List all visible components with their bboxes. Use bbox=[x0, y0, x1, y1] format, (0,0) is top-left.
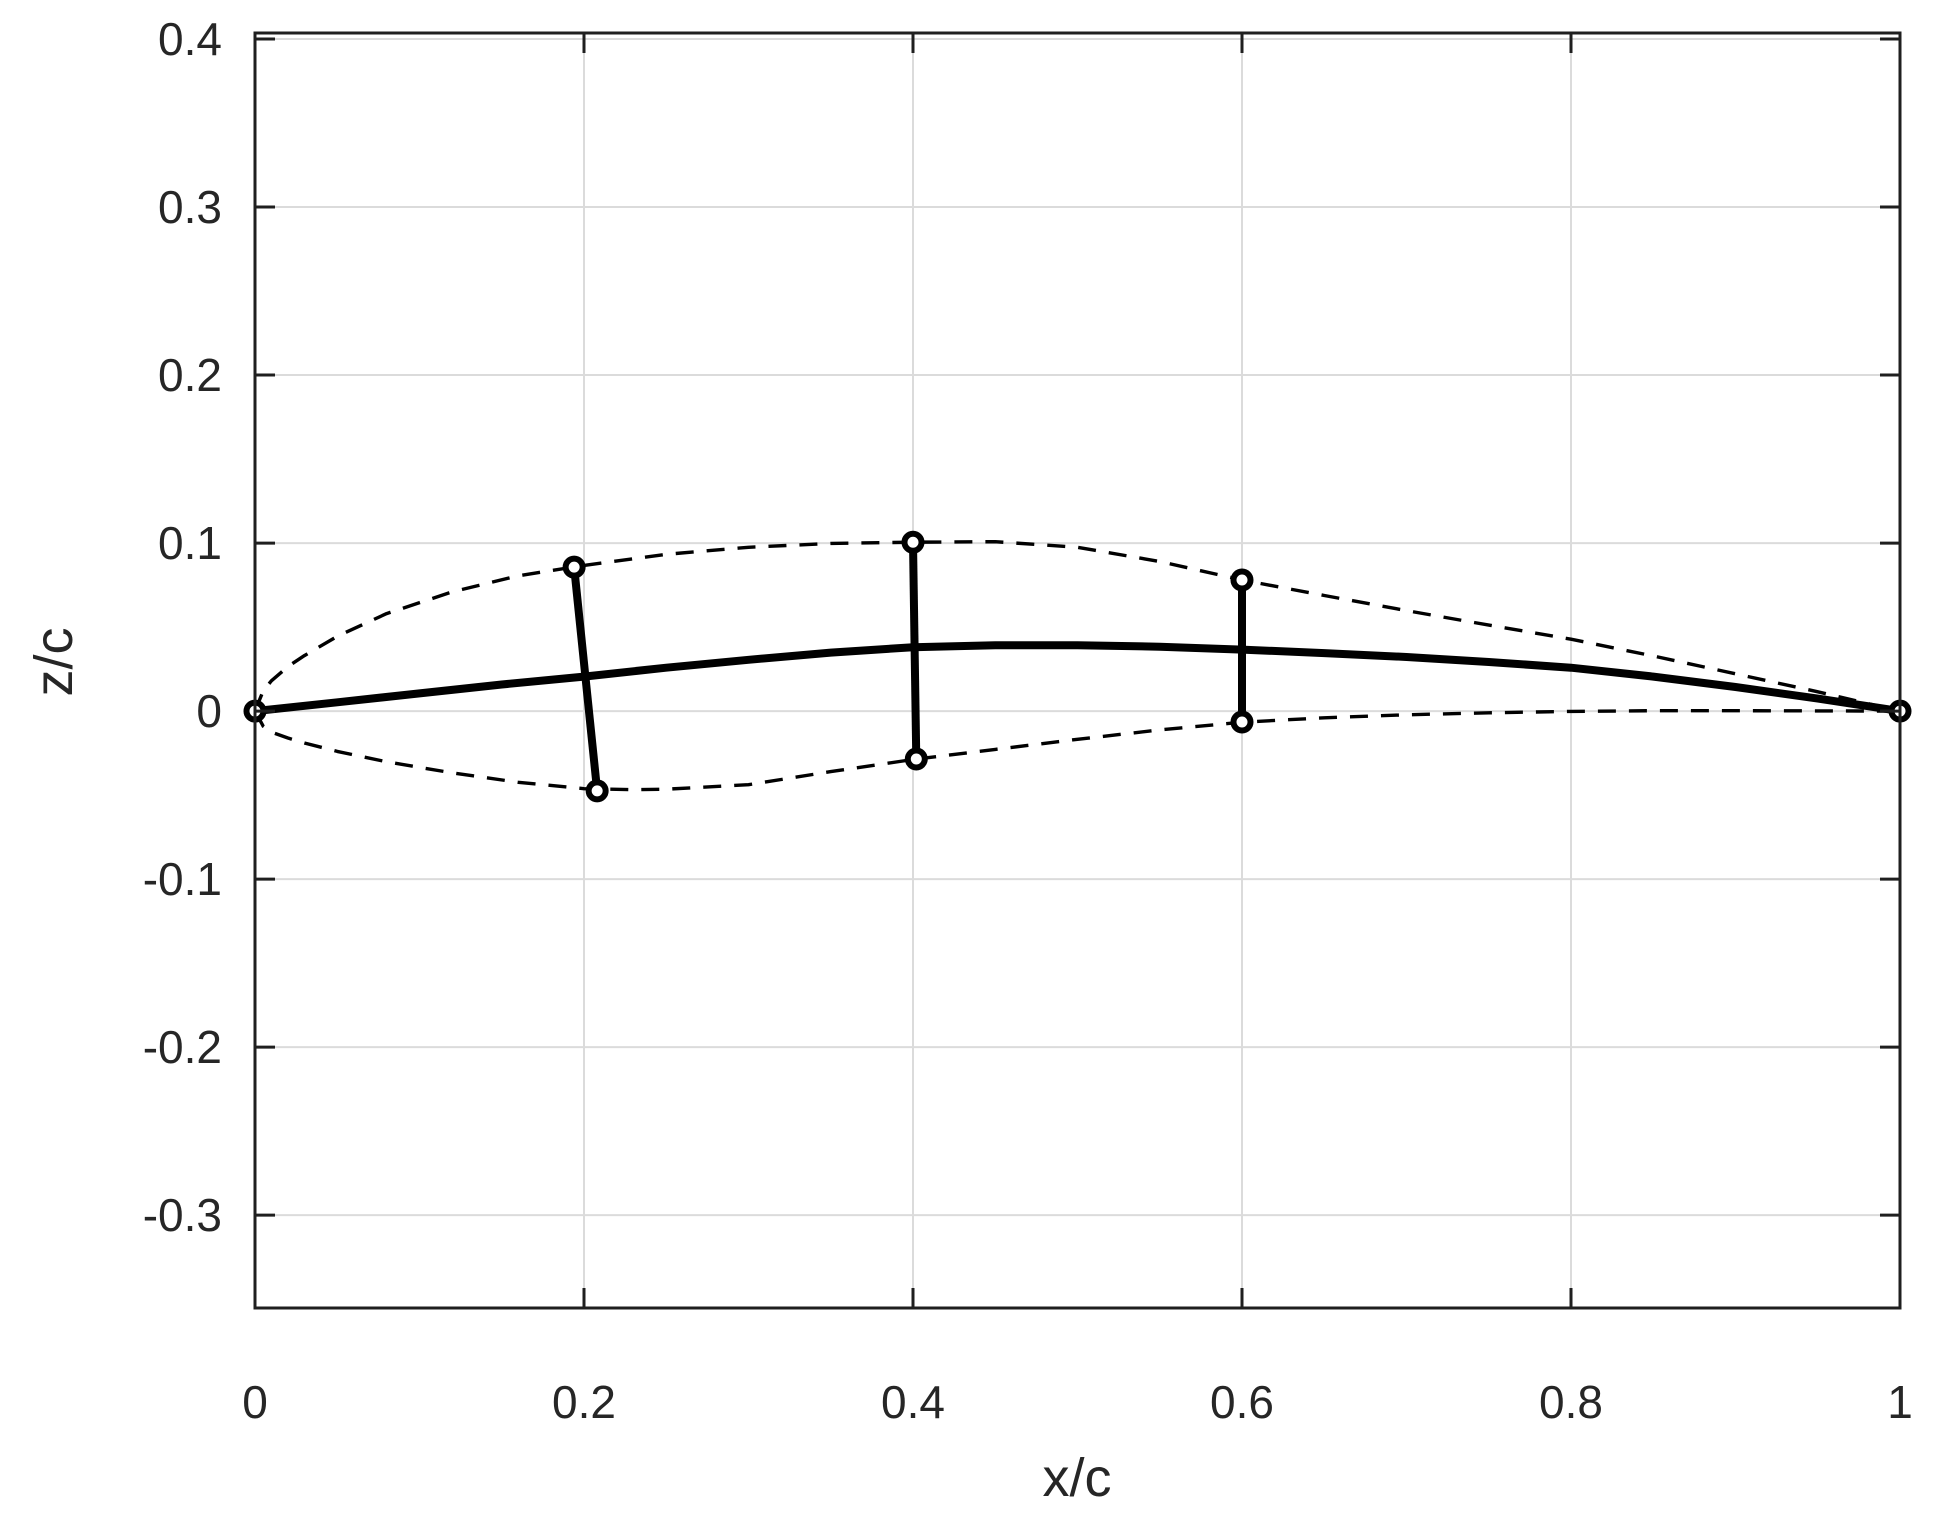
data-layer bbox=[243, 530, 1912, 803]
y-tick-label: 0.4 bbox=[158, 13, 222, 65]
marker-lower-0.2 bbox=[585, 779, 609, 803]
marker-lower-0.4 bbox=[904, 747, 928, 771]
y-tick-label: 0 bbox=[196, 685, 222, 737]
marker-upper-0.6 bbox=[1230, 568, 1254, 592]
label-layer: x/c z/c bbox=[24, 627, 1112, 1508]
axes-layer: 0 0.2 0.4 0.6 0.8 1 0.4 0.3 0.2 0.1 0 -0.1 -0.2 -0.3 bbox=[143, 13, 1913, 1428]
x-tick-label: 1 bbox=[1887, 1376, 1913, 1428]
marker-upper-0.4 bbox=[901, 530, 925, 554]
grid-layer bbox=[254, 33, 1901, 1308]
upper-surface-curve bbox=[253, 540, 1901, 713]
x-axis-label: x/c bbox=[1042, 1448, 1111, 1508]
y-tick-label: 0.3 bbox=[158, 181, 222, 233]
x-tick-label: 0.8 bbox=[1539, 1376, 1603, 1428]
y-tick-label: -0.3 bbox=[143, 1189, 222, 1241]
camber-line-curve bbox=[254, 641, 1901, 716]
y-tick-label: 0.1 bbox=[158, 517, 222, 569]
y-tick-label: -0.2 bbox=[143, 1021, 222, 1073]
y-axis-label: z/c bbox=[24, 627, 84, 696]
marker-upper-0.2 bbox=[562, 555, 586, 579]
y-tick-label: 0.2 bbox=[158, 349, 222, 401]
thickness-station-0.4 bbox=[909, 542, 921, 760]
axes-box bbox=[253, 31, 1902, 1310]
thickness-station-0.2 bbox=[570, 566, 602, 792]
x-tick-label: 0 bbox=[242, 1376, 268, 1428]
lower-surface-curve bbox=[253, 709, 1901, 792]
x-tick-label: 0.4 bbox=[881, 1376, 945, 1428]
x-tick-label: 0.2 bbox=[552, 1376, 616, 1428]
y-tick-label: -0.1 bbox=[143, 853, 222, 905]
x-tick-label: 0.6 bbox=[1210, 1376, 1274, 1428]
marker-lower-0.6 bbox=[1230, 710, 1254, 734]
